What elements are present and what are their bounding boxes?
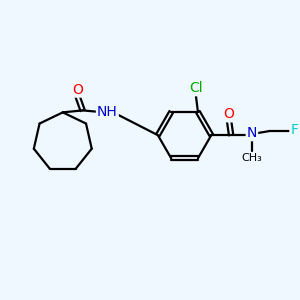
Text: Cl: Cl xyxy=(189,81,203,95)
Text: N: N xyxy=(247,126,257,140)
Text: NH: NH xyxy=(97,105,118,119)
Text: CH₃: CH₃ xyxy=(242,153,262,163)
Text: F: F xyxy=(290,123,298,137)
Text: O: O xyxy=(72,82,83,97)
Text: O: O xyxy=(224,107,235,122)
